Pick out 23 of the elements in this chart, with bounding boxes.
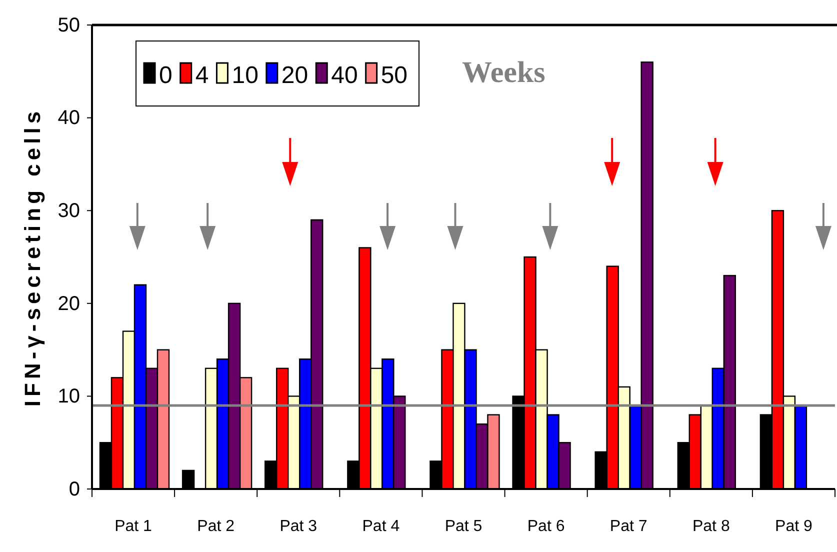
y-tick-label: 0: [68, 478, 80, 500]
legend-label: 20: [281, 62, 308, 89]
x-tick-label: Pat 1: [114, 518, 152, 535]
x-tick-label: Pat 2: [197, 518, 235, 535]
legend-label: 10: [232, 62, 258, 89]
legend-label: 4: [195, 62, 209, 89]
x-tick-label: Pat 7: [610, 518, 648, 535]
x-tick-label: Pat 3: [280, 518, 318, 535]
x-tick-label: Pat 8: [692, 518, 730, 535]
y-tick-label: 20: [58, 292, 80, 315]
y-tick-label: 10: [58, 386, 80, 408]
y-tick-label: 40: [58, 107, 80, 130]
x-tick-label: Pat 6: [527, 518, 565, 535]
y-tick-label: 30: [58, 200, 80, 222]
y-axis-title: IFN-γ-secreting cells: [20, 107, 45, 407]
x-tick-label: Pat 5: [444, 518, 482, 535]
y-tick-label: 50: [58, 14, 80, 36]
x-tick-label: Pat 9: [775, 518, 813, 535]
x-tick-label: Pat 4: [362, 518, 400, 535]
legend-label: 40: [331, 62, 358, 89]
legend-label: 50: [380, 62, 408, 89]
legend-title: Weeks: [462, 56, 546, 89]
legend-label: 0: [159, 62, 172, 89]
